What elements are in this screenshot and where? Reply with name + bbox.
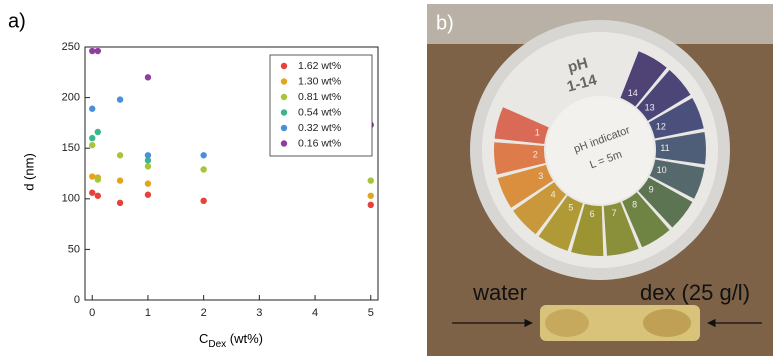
wheel-segment (493, 142, 546, 175)
wheel-segment (571, 203, 604, 256)
left-caption: water (472, 280, 527, 305)
wheel-label: 6 (590, 209, 595, 219)
point (144, 163, 152, 170)
x-tick-label: 1 (145, 307, 151, 319)
point (116, 152, 124, 159)
x-tick-label: 5 (368, 307, 374, 319)
point (200, 166, 207, 173)
wheel-label: 11 (660, 143, 669, 153)
wheel-segment (648, 97, 704, 139)
x-label-main: C (199, 331, 208, 346)
wheel-segment (636, 70, 691, 121)
wheel-label: 9 (649, 185, 654, 195)
point (89, 189, 96, 196)
wheel-label: 3 (538, 171, 543, 181)
wheel-segment (494, 107, 549, 144)
point (94, 128, 102, 136)
point (367, 192, 374, 199)
legend-marker (280, 93, 288, 101)
point (144, 152, 152, 159)
legend-box (269, 54, 373, 157)
x-label-sub: Dex (208, 339, 226, 350)
strip-spot (545, 309, 589, 337)
legend-marker (280, 78, 288, 85)
legend-label: 0.16 wt% (298, 137, 341, 149)
x-label-unit: (wt%) (226, 331, 263, 346)
right-caption: dex (25 g/l) (640, 280, 750, 305)
wheel-label: 4 (551, 189, 556, 199)
legend-label: 1.62 wt% (298, 60, 341, 72)
wheel-segment (620, 51, 667, 107)
wheel-segment (649, 159, 705, 199)
y-tick-label: 250 (62, 41, 80, 53)
point (367, 177, 374, 184)
x-tick-label: 4 (312, 307, 318, 319)
point (89, 134, 96, 142)
point (144, 157, 152, 164)
wheel-label: 8 (632, 199, 637, 209)
wheel-center (546, 96, 654, 204)
legend-label: 0.81 wt% (298, 91, 341, 103)
x-tick-label: 0 (89, 307, 95, 319)
y-tick-label: 150 (62, 142, 80, 154)
wheel-label: 13 (645, 102, 655, 112)
wheel-segment (622, 192, 670, 248)
x-axis-label: CDex (wt%) (199, 331, 263, 349)
wheel-segment (513, 182, 566, 235)
wheel-segment (638, 177, 693, 228)
point (94, 176, 102, 183)
brand: pH (566, 55, 590, 77)
wheel-segment (538, 195, 583, 251)
point (116, 199, 124, 207)
point (94, 192, 102, 199)
point (200, 152, 207, 159)
point (367, 201, 374, 209)
y-tick-label: 50 (68, 243, 80, 255)
point (200, 197, 207, 205)
x-tick-label: 3 (256, 307, 262, 319)
wheel-label: 7 (612, 208, 617, 218)
point (116, 96, 124, 103)
legend-marker (280, 124, 288, 132)
wheel-segment (655, 131, 706, 165)
strip-spot (643, 309, 691, 337)
y-tick-label: 200 (62, 92, 80, 104)
wheel-label: 1 (535, 128, 540, 138)
x-tick-label: 2 (201, 307, 207, 319)
wheel-label: 5 (568, 202, 573, 212)
legend-marker (280, 109, 288, 116)
legend-marker (280, 62, 288, 70)
point (144, 74, 152, 81)
wheel-label: 2 (533, 150, 538, 160)
panel-label: a) (8, 10, 26, 32)
point (144, 191, 152, 198)
legend-label: 0.32 wt% (298, 122, 341, 134)
wheel-label: 10 (657, 165, 667, 175)
point (144, 180, 152, 187)
y-tick-label: 100 (62, 193, 80, 205)
point (89, 141, 96, 149)
legend-marker (280, 140, 288, 147)
point (89, 173, 96, 180)
plot-frame (84, 46, 379, 301)
point (89, 105, 96, 112)
y-tick-label: 0 (74, 294, 80, 306)
wheel-label: 12 (656, 122, 666, 132)
point (116, 177, 124, 184)
y-axis-label: d (nm) (21, 153, 36, 191)
point (94, 47, 102, 55)
legend-label: 1.30 wt% (298, 75, 341, 87)
panel-label: b) (436, 12, 454, 34)
wheel-segment (603, 202, 639, 256)
legend-label: 0.54 wt% (298, 106, 341, 118)
point (89, 47, 96, 55)
wheel-segment (497, 164, 554, 208)
wheel-label: 14 (628, 88, 638, 98)
